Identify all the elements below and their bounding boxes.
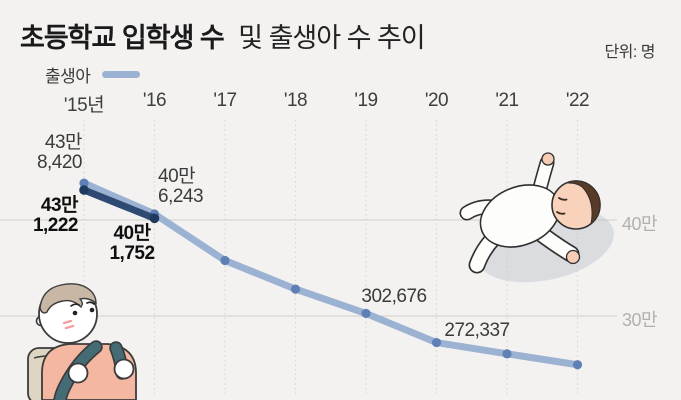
x-axis-label: '22: [565, 90, 590, 111]
data-label-line: 40만: [113, 223, 151, 244]
student-blush: [62, 319, 75, 330]
data-label-line: 272,337: [444, 320, 510, 341]
legend-births-label: 출생아: [45, 67, 91, 86]
legend: 출생아: [45, 62, 141, 87]
unit-label: 단위: 명: [604, 44, 655, 61]
data-label-line: 302,676: [361, 286, 427, 307]
student-body: [27, 283, 137, 400]
student-eye: [72, 310, 78, 316]
births-data-point: [79, 178, 89, 188]
data-label-enrollment-2016: 40만 1,752: [96, 224, 168, 264]
x-axis-label: '20: [424, 90, 449, 111]
births-data-point: [149, 209, 160, 219]
births-data-point: [572, 360, 583, 370]
baby-hair: [567, 180, 601, 226]
births-line-swatch: [102, 71, 141, 78]
baby-closed-eyes: [556, 197, 568, 215]
data-label-line: 43만: [40, 195, 79, 216]
x-axis-label: '16: [142, 90, 167, 111]
x-axis-label: '17: [213, 90, 237, 111]
student-eyebrows: [70, 301, 95, 307]
data-label-enrollment-2015: 43만 1,222: [8, 195, 79, 236]
births-data-point: [361, 308, 371, 319]
enrollment-line: [80, 186, 158, 222]
data-label-line: 1,752: [109, 243, 155, 264]
student-fist: [67, 362, 89, 384]
x-axis-label: '18: [283, 90, 308, 111]
enrollment-data-point: [79, 185, 89, 195]
student-illustration: [27, 283, 137, 400]
births-data-point: [220, 255, 230, 266]
x-axis-label: '19: [354, 90, 378, 111]
births-data-point: [290, 284, 301, 294]
data-label-births-2020: 272,337: [432, 321, 522, 341]
page-title-regular: 및 출생아 수 추이: [238, 23, 425, 53]
page-title: 초등학교 입학생 수 및 출생아 수 추이: [20, 16, 426, 55]
student-hair: [39, 283, 97, 314]
student-fist: [113, 358, 135, 380]
student-eye: [89, 307, 95, 313]
data-label-line: 6,243: [158, 186, 204, 207]
x-axis-label: '15년: [63, 95, 105, 116]
y-axis-label: 30만: [622, 310, 658, 330]
data-label-line: 1,222: [32, 215, 79, 236]
enrollment-data-point: [149, 213, 160, 224]
baby-foot: [565, 249, 581, 265]
data-label-line: 8,420: [36, 152, 83, 173]
data-label-births-2016: 40만 6,243: [158, 166, 204, 207]
data-label-births-2019: 302,676: [349, 287, 439, 307]
data-label-births-2015: 43만 8,420: [14, 132, 83, 173]
x-axis-label: '21: [495, 90, 519, 111]
y-axis-label: 40만: [622, 214, 658, 234]
baby-body: [459, 152, 601, 274]
data-label-line: 43만: [44, 132, 83, 153]
births-data-point: [502, 349, 512, 359]
data-label-line: 40만: [158, 166, 196, 187]
baby-hand: [541, 152, 555, 166]
baby-illustration: [459, 152, 614, 283]
page-title-bold: 초등학교 입학생 수: [20, 23, 225, 53]
